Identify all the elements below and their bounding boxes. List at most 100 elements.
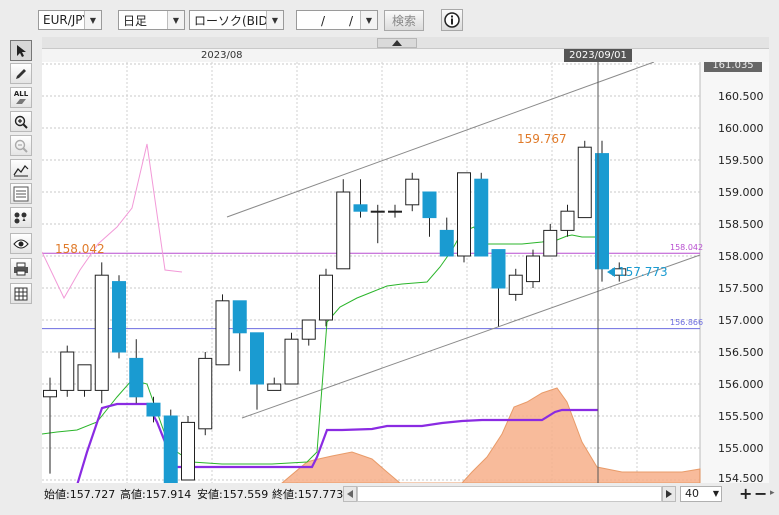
- level-label-158: 158.042: [670, 243, 704, 252]
- price-tick: 157.500: [718, 282, 764, 295]
- candle-body: [319, 274, 333, 321]
- search-button[interactable]: 検索: [384, 10, 424, 31]
- indicator-icon: [13, 164, 29, 176]
- price-axis-background: [700, 62, 769, 483]
- zoom-in-tool[interactable]: [10, 111, 32, 132]
- search-button-label: 検索: [391, 14, 416, 28]
- candle-body: [457, 172, 471, 257]
- table-icon: [14, 287, 28, 300]
- plot-background: [42, 62, 700, 483]
- price-tick: 155.000: [718, 442, 764, 455]
- indicator-tool[interactable]: [10, 159, 32, 180]
- candle-body: [370, 210, 385, 213]
- candle-body: [232, 300, 247, 334]
- price-axis-top-label: 161.035: [704, 62, 762, 72]
- price-tick: 160.500: [718, 90, 764, 103]
- zoom-out-icon: [14, 139, 28, 153]
- price-tick: 158.000: [718, 250, 764, 263]
- zoom-out-button[interactable]: −: [754, 484, 768, 503]
- current-price-marker: 157.773: [607, 265, 668, 279]
- print-icon: [14, 262, 28, 275]
- zoom-out-tool[interactable]: [10, 135, 32, 156]
- chart-type-value: ローソク(BID): [194, 13, 273, 28]
- visibility-tool[interactable]: [10, 233, 32, 254]
- candle-body: [77, 364, 92, 391]
- price-tick: 156.500: [718, 346, 764, 359]
- date-input[interactable]: / / ▼: [296, 10, 378, 30]
- scroll-right-button[interactable]: [662, 486, 676, 502]
- chevron-down-icon: ▼: [712, 489, 719, 498]
- price-chart[interactable]: [42, 62, 769, 483]
- resize-grip-icon: ▸: [770, 488, 775, 498]
- chevron-down-icon: ▼: [266, 11, 283, 29]
- high-price-label: 159.767: [517, 132, 567, 146]
- triangle-right-icon: [666, 490, 672, 498]
- draw-line-tool[interactable]: [10, 63, 32, 84]
- candle-body: [508, 274, 523, 295]
- price-tick: 159.000: [718, 186, 764, 199]
- eraser-icon: [16, 99, 26, 104]
- zoom-in-button[interactable]: +: [739, 484, 753, 503]
- candle-body: [146, 402, 161, 417]
- chart-type-select[interactable]: ローソク(BID) ▼: [189, 10, 284, 30]
- candle-body: [163, 415, 178, 483]
- candle-body: [526, 255, 540, 283]
- cursor-icon: [17, 44, 26, 57]
- candle-body: [388, 210, 402, 213]
- cursor-date-label: 2023/09/01: [564, 49, 632, 62]
- zoom-level-value: 40: [685, 487, 699, 500]
- candle-body: [267, 383, 282, 391]
- candle-body: [198, 357, 213, 430]
- price-tick: 160.000: [718, 122, 764, 135]
- currency-pair-select[interactable]: EUR/JPY ▼: [38, 10, 102, 30]
- pink-lagging-line: [42, 143, 183, 300]
- high-price: 高値:157.914: [120, 488, 192, 501]
- toolbar: EUR/JPY ▼ 日足 ▼ ローソク(BID) ▼ / / ▼ 検索: [0, 0, 779, 40]
- candle-body: [94, 274, 109, 391]
- channel-upper-line: [226, 62, 655, 218]
- month-label: 2023/08: [201, 50, 243, 61]
- candle-body: [284, 338, 299, 385]
- chevron-down-icon: ▼: [167, 11, 184, 29]
- period-select[interactable]: 日足 ▼: [118, 10, 185, 30]
- price-tick: 155.500: [718, 410, 764, 423]
- collapse-toggle[interactable]: [377, 38, 417, 48]
- triangle-up-icon: [392, 40, 402, 46]
- candle-body: [577, 146, 592, 219]
- candle-body: [474, 178, 489, 257]
- channel-lower-line: [241, 254, 701, 419]
- delete-all-tool[interactable]: ALL: [10, 87, 32, 108]
- period-value: 日足: [123, 13, 148, 28]
- level-label-156: 156.866: [670, 318, 704, 327]
- tech-indicator-tool[interactable]: [10, 183, 32, 204]
- cursor-tool[interactable]: [10, 40, 32, 61]
- chevron-down-icon: ▼: [360, 11, 377, 29]
- triangle-left-icon: [347, 490, 353, 498]
- settings-tool[interactable]: [10, 207, 32, 228]
- date-input-value: / /: [302, 13, 360, 28]
- candle-body: [112, 281, 126, 353]
- price-pointer-icon: [607, 267, 615, 277]
- close-price: 終値:157.773: [272, 488, 344, 501]
- zoom-level-select[interactable]: 40 ▼: [680, 486, 722, 502]
- price-axis: 161.035 160.500 160.000 159.500 159.000 …: [670, 62, 769, 483]
- price-tick: 157.000: [718, 314, 764, 327]
- eye-icon: [13, 239, 29, 248]
- candle-body: [543, 229, 558, 257]
- date-axis-strip: [42, 49, 769, 63]
- candle-body: [405, 178, 420, 206]
- info-button[interactable]: [441, 9, 463, 31]
- line-price-label: 158.042: [55, 242, 105, 256]
- scroll-left-button[interactable]: [343, 486, 357, 502]
- candle-body: [181, 421, 195, 481]
- horizontal-scrollbar[interactable]: [357, 486, 662, 502]
- low-price: 安値:157.559: [197, 488, 269, 501]
- candle-body: [353, 204, 368, 212]
- candle-body: [43, 389, 57, 398]
- data-table-tool[interactable]: [10, 283, 32, 304]
- candle-body: [250, 332, 264, 385]
- candle-body: [215, 300, 230, 366]
- price-tick: 158.500: [718, 218, 764, 231]
- candle-body: [422, 191, 437, 219]
- print-tool[interactable]: [10, 258, 32, 279]
